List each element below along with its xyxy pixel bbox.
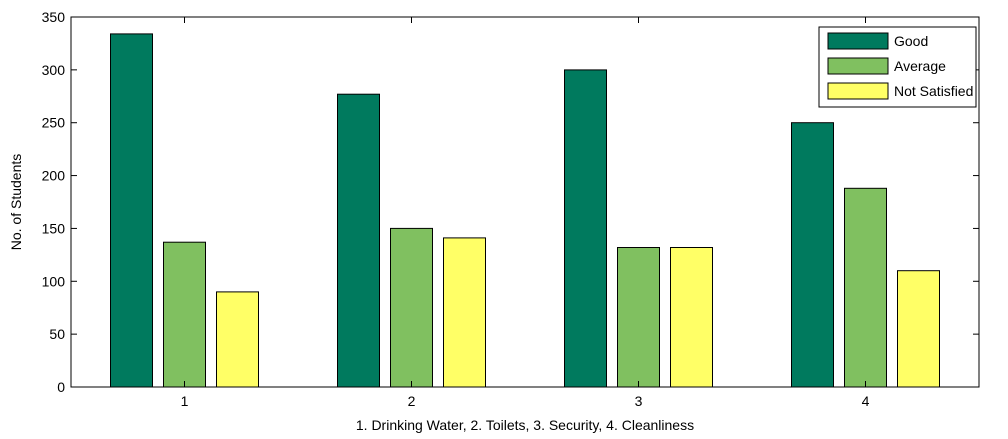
legend-label-average: Average xyxy=(894,58,946,74)
y-tick-label: 100 xyxy=(42,273,66,289)
legend-swatch-not-satisfied xyxy=(827,82,889,100)
legend: Good Average Not Satisfied xyxy=(818,26,977,108)
bar-average-2 xyxy=(390,227,433,388)
y-tick-label: 350 xyxy=(42,9,66,25)
x-tick-label: 1 xyxy=(181,393,189,409)
y-axis-label: No. of Students xyxy=(8,154,24,251)
bar-average-4 xyxy=(844,187,887,388)
x-tick-label: 2 xyxy=(408,393,416,409)
bar-average-1 xyxy=(163,241,206,388)
y-tick-label: 250 xyxy=(42,115,66,131)
plot-frame xyxy=(70,16,980,388)
ticks-group: 0 50 100 150 200 250 300 350 1 2 3 4 xyxy=(42,9,979,409)
legend-swatch-good xyxy=(827,32,889,50)
y-tick-label: 0 xyxy=(57,379,65,395)
bar-good-2 xyxy=(337,93,380,388)
bar-not-satisfied-2 xyxy=(443,237,486,388)
bar-good-3 xyxy=(564,69,607,388)
x-tick-label: 4 xyxy=(862,393,870,409)
bar-not-satisfied-3 xyxy=(670,247,713,388)
legend-label-not-satisfied: Not Satisfied xyxy=(894,83,973,99)
y-tick-label: 50 xyxy=(49,326,65,342)
x-tick-label: 3 xyxy=(635,393,643,409)
legend-swatch-average xyxy=(827,57,889,75)
bar-not-satisfied-4 xyxy=(897,270,940,388)
bar-good-4 xyxy=(791,122,834,388)
bar-average-3 xyxy=(617,247,660,388)
bar-good-1 xyxy=(110,33,153,388)
bars-group xyxy=(110,33,940,388)
legend-label-good: Good xyxy=(894,33,928,49)
x-axis-label: 1. Drinking Water, 2. Toilets, 3. Securi… xyxy=(356,417,694,433)
y-tick-label: 200 xyxy=(42,168,66,184)
y-tick-label: 300 xyxy=(42,62,66,78)
y-tick-label: 150 xyxy=(42,220,66,236)
bar-not-satisfied-1 xyxy=(216,291,259,388)
